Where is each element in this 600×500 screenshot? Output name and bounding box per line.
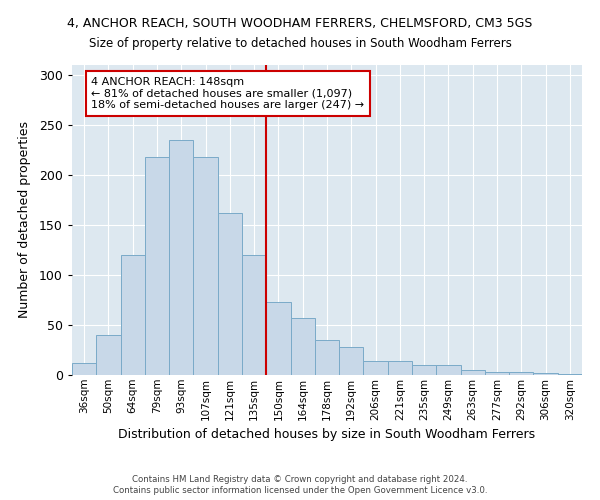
Text: Size of property relative to detached houses in South Woodham Ferrers: Size of property relative to detached ho… — [89, 38, 511, 51]
Text: 4 ANCHOR REACH: 148sqm
← 81% of detached houses are smaller (1,097)
18% of semi-: 4 ANCHOR REACH: 148sqm ← 81% of detached… — [91, 77, 365, 110]
Bar — [193, 157, 218, 375]
Bar — [315, 340, 339, 375]
Bar — [218, 213, 242, 375]
Bar — [169, 140, 193, 375]
Bar — [72, 363, 96, 375]
Text: Contains public sector information licensed under the Open Government Licence v3: Contains public sector information licen… — [113, 486, 487, 495]
Text: 4, ANCHOR REACH, SOUTH WOODHAM FERRERS, CHELMSFORD, CM3 5GS: 4, ANCHOR REACH, SOUTH WOODHAM FERRERS, … — [67, 18, 533, 30]
Bar — [339, 347, 364, 375]
Bar — [461, 370, 485, 375]
Bar — [266, 302, 290, 375]
X-axis label: Distribution of detached houses by size in South Woodham Ferrers: Distribution of detached houses by size … — [118, 428, 536, 441]
Bar — [388, 361, 412, 375]
Bar — [145, 157, 169, 375]
Bar — [364, 361, 388, 375]
Bar — [436, 365, 461, 375]
Bar — [121, 255, 145, 375]
Bar — [412, 365, 436, 375]
Bar — [509, 372, 533, 375]
Bar — [290, 318, 315, 375]
Bar — [533, 373, 558, 375]
Y-axis label: Number of detached properties: Number of detached properties — [18, 122, 31, 318]
Bar — [558, 374, 582, 375]
Bar — [485, 372, 509, 375]
Bar — [96, 335, 121, 375]
Text: Contains HM Land Registry data © Crown copyright and database right 2024.: Contains HM Land Registry data © Crown c… — [132, 475, 468, 484]
Bar — [242, 255, 266, 375]
